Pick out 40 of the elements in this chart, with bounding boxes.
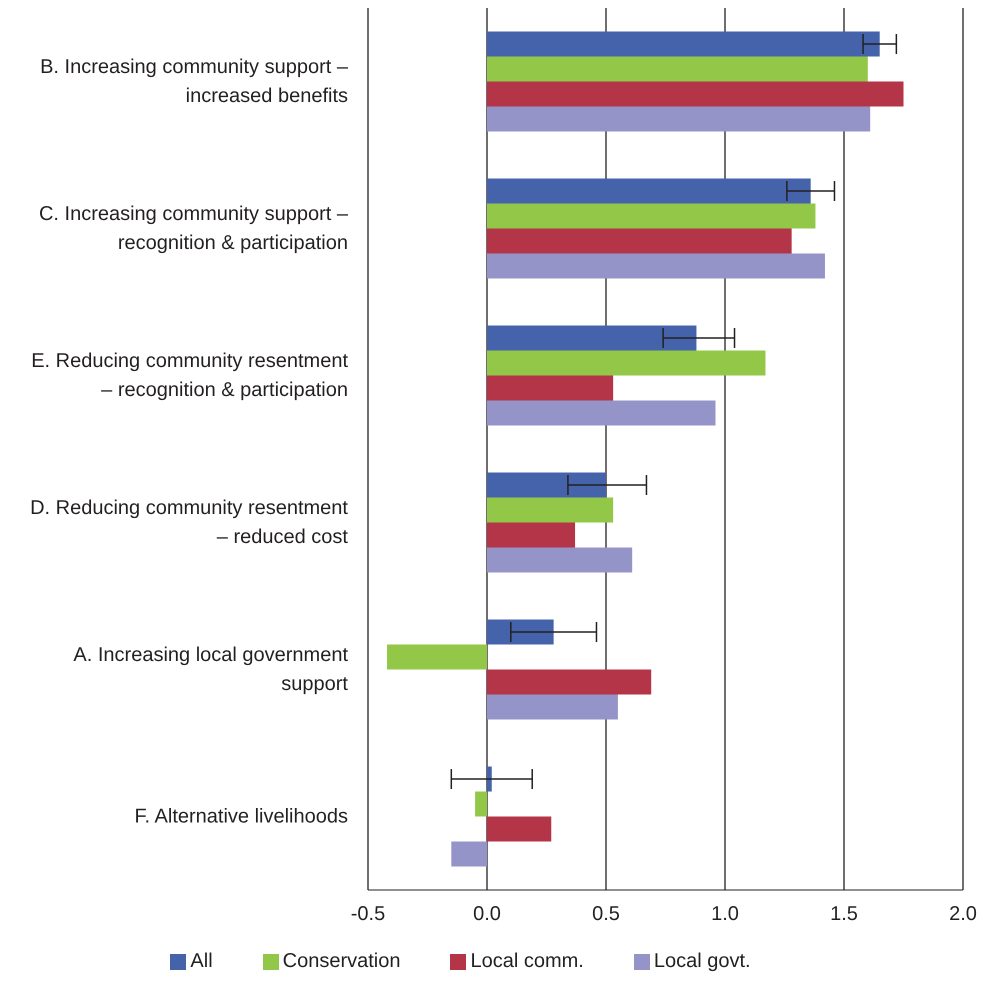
x-tick-label: 1.5 xyxy=(830,903,858,926)
bar xyxy=(487,32,880,57)
y-tick-label: A. Increasing local government support xyxy=(73,644,348,695)
bar xyxy=(487,694,618,720)
y-tick-label: D. Reducing community resentment – reduced cost xyxy=(30,497,348,548)
bar xyxy=(487,376,614,401)
legend-label: Local govt. xyxy=(654,950,751,972)
x-tick-label: 0.5 xyxy=(592,903,620,926)
bar xyxy=(387,644,487,670)
bar xyxy=(487,106,870,132)
bar xyxy=(487,350,766,376)
bar xyxy=(487,178,811,204)
x-tick-label: 2.0 xyxy=(949,903,977,926)
y-tick-label: C. Increasing community support – recognition & participation xyxy=(38,203,349,254)
x-tick-label: 0.0 xyxy=(473,903,501,926)
y-tick-label: B. Increasing community support – increased benefits xyxy=(40,56,349,107)
bar xyxy=(487,204,816,229)
bar xyxy=(487,56,868,82)
legend-label: Local comm. xyxy=(470,950,584,972)
x-tick-label: 1.0 xyxy=(711,903,739,926)
bar xyxy=(487,548,632,573)
bar xyxy=(487,254,825,279)
y-tick-label: F. Alternative livelihoods xyxy=(134,806,348,828)
legend-label: All xyxy=(190,950,213,972)
bar xyxy=(487,766,492,792)
bar xyxy=(475,792,487,817)
bar xyxy=(487,670,652,695)
bar xyxy=(487,400,716,426)
bar xyxy=(487,82,904,107)
bar xyxy=(487,472,606,498)
bar xyxy=(487,228,792,254)
x-tick-label: -0.5 xyxy=(350,903,386,926)
bar xyxy=(487,326,696,351)
bar xyxy=(487,522,576,548)
bar xyxy=(487,816,552,842)
y-tick-label: E. Reducing community resentment – recognition & participation xyxy=(31,350,348,401)
legend-label: Conservation xyxy=(282,950,400,972)
bar xyxy=(487,498,614,523)
bar xyxy=(487,620,554,645)
bar xyxy=(451,842,487,867)
